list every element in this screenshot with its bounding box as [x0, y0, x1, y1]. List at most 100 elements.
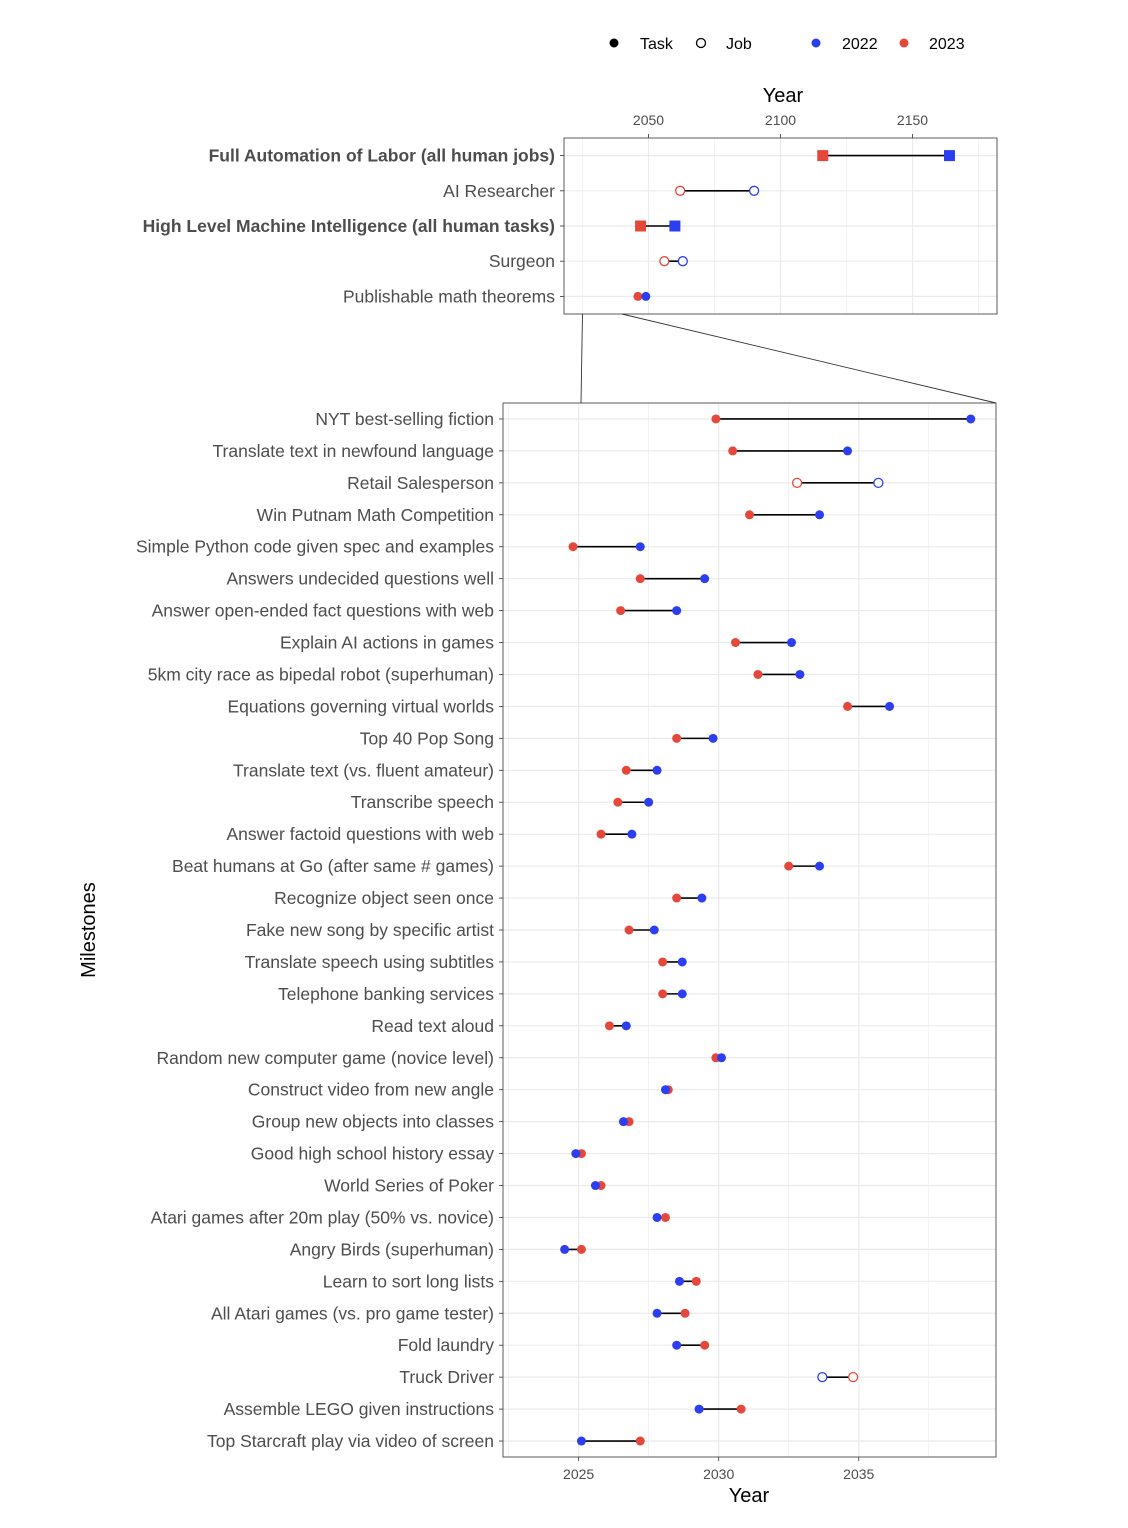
overview-panel: Year 2050 2100 2150 Full Automation of Lab…: [143, 85, 998, 315]
marker-2022: [560, 1244, 570, 1254]
legend-task-label: Task: [640, 36, 674, 53]
legend-task-symbol: [609, 38, 619, 48]
zoom-connector: [580, 313, 997, 404]
category-label: 5km city race as bipedal robot (superhum…: [148, 664, 494, 684]
marker-2022: [716, 1053, 726, 1063]
marker-2023: [624, 925, 634, 935]
category-label: All Atari games (vs. pro game tester): [211, 1303, 494, 1323]
marker-2023: [616, 606, 626, 616]
marker-2023: [659, 256, 670, 267]
x-tick-label: 2030: [703, 1466, 734, 1482]
category-label: Translate text (vs. fluent amateur): [233, 760, 494, 780]
legend-2023-label: 2023: [929, 36, 965, 53]
category-label: Simple Python code given spec and exampl…: [136, 537, 494, 557]
category-label: Read text aloud: [371, 1016, 494, 1036]
marker-2023: [596, 829, 606, 839]
marker-2022: [571, 1149, 581, 1159]
marker-2022: [885, 701, 895, 711]
marker-2022: [641, 291, 651, 301]
category-label: Fake new song by specific artist: [246, 920, 494, 940]
marker-2022: [873, 477, 884, 488]
overview-rows: Full Automation of Labor (all human jobs…: [143, 146, 955, 306]
overview-x-axis-title: Year: [763, 85, 804, 107]
legend-job-symbol: [695, 37, 707, 49]
marker-2022: [708, 733, 718, 743]
category-label: Beat humans at Go (after same # games): [172, 856, 494, 876]
marker-2022: [652, 1308, 662, 1318]
marker-2022: [669, 220, 681, 232]
marker-2022: [672, 1340, 682, 1350]
zoomed-panel: NYT best-selling fiction Translate text i…: [78, 402, 997, 1507]
marker-2023: [621, 765, 631, 775]
marker-2022: [700, 574, 710, 584]
overview-panel-border: [563, 137, 998, 315]
category-label: Equations governing virtual worlds: [227, 696, 494, 716]
category-label: Construct video from new angle: [248, 1080, 494, 1100]
marker-2022: [652, 765, 662, 775]
zoomed-y-axis-title: Milestones: [78, 882, 100, 978]
marker-2023: [672, 733, 682, 743]
marker-2022: [576, 1436, 586, 1446]
marker-2022: [590, 1181, 600, 1191]
category-label: Retail Salesperson: [347, 473, 494, 493]
category-label: Top Starcraft play via video of screen: [207, 1431, 494, 1451]
category-label: High Level Machine Intelligence (all hum…: [143, 216, 555, 236]
category-label: Learn to sort long lists: [323, 1271, 494, 1291]
marker-2022: [815, 510, 825, 520]
zoom-line-left: [580, 313, 583, 404]
category-label: Telephone banking services: [278, 984, 494, 1004]
marker-2022: [649, 925, 659, 935]
legend-job-label: Job: [726, 36, 752, 53]
overview-x-ticks: 2050 2100 2150: [633, 112, 928, 138]
marker-2023: [691, 1276, 701, 1286]
x-tick-label: 2150: [897, 112, 928, 128]
marker-2022: [795, 669, 805, 679]
category-label: Assemble LEGO given instructions: [224, 1399, 495, 1419]
marker-2023: [613, 797, 623, 807]
marker-2022: [635, 542, 645, 552]
marker-2023: [700, 1340, 710, 1350]
marker-2023: [736, 1404, 746, 1414]
marker-2022: [966, 414, 976, 424]
marker-2023: [658, 989, 668, 999]
marker-2023: [791, 477, 803, 488]
marker-2022: [672, 606, 682, 616]
x-tick-label: 2025: [563, 1466, 594, 1482]
x-tick-label: 2100: [765, 112, 796, 128]
marker-2022: [697, 893, 707, 903]
category-label: Transcribe speech: [351, 792, 494, 812]
marker-2022: [677, 989, 687, 999]
zoomed-grid: [503, 403, 996, 1457]
marker-2023: [672, 893, 682, 903]
zoomed-panel-border: [502, 402, 997, 1458]
zoomed-rows: NYT best-selling fiction Translate text i…: [136, 409, 976, 1451]
category-label: Recognize object seen once: [274, 888, 494, 908]
legend-2022-symbol: [811, 38, 821, 48]
marker-2023: [680, 1308, 690, 1318]
marker-2023: [847, 1372, 859, 1383]
category-label: NYT best-selling fiction: [315, 409, 494, 429]
marker-2023: [745, 510, 754, 520]
marker-2022: [644, 797, 654, 807]
marker-2022: [843, 446, 853, 456]
zoom-line-right: [621, 313, 997, 404]
category-label: Translate speech using subtitles: [245, 952, 495, 972]
marker-2022: [652, 1212, 662, 1222]
marker-2023: [576, 1244, 586, 1254]
overview-grid: [564, 138, 997, 314]
category-label: Random new computer game (novice level): [156, 1048, 494, 1068]
zoomed-x-axis-title: Year: [729, 1485, 770, 1507]
marker-2023: [711, 414, 721, 424]
marker-2023: [728, 446, 738, 456]
marker-2022: [621, 1021, 631, 1031]
marker-2023: [675, 185, 686, 196]
category-label: Atari games after 20m play (50% vs. novi…: [151, 1207, 494, 1227]
marker-2022: [943, 150, 955, 162]
marker-2023: [784, 861, 794, 871]
marker-2023: [753, 669, 763, 679]
marker-2023: [660, 1212, 670, 1222]
category-label: Good high school history essay: [251, 1144, 494, 1164]
marker-2023: [817, 150, 829, 162]
marker-2022: [674, 1276, 684, 1286]
